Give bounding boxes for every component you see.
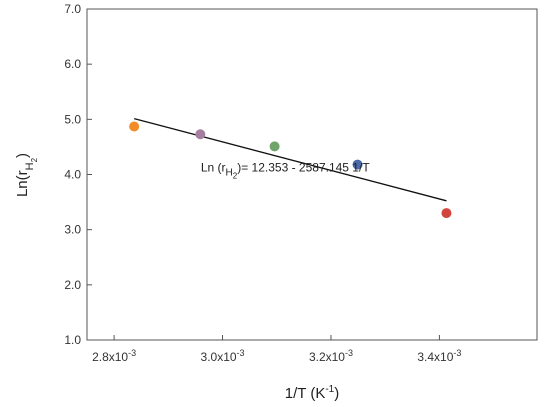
x-tick-label: 3.4x10-3: [417, 348, 461, 364]
equation-annotation: Ln (rH2)= 12.353 - 2587.145 1/T: [201, 161, 370, 181]
data-point-1: [129, 121, 140, 132]
x-axis-title: 1/T (K-1): [285, 384, 339, 402]
plot-area: [86, 8, 538, 341]
y-axis-ticks: 1.0 2.0 3.0 4.0 5.0 6.0 7.0: [64, 2, 92, 347]
y-axis-title: Ln(rH2): [14, 153, 39, 197]
x-tick-label: 3.0x10-3: [201, 348, 245, 364]
fit-line: [134, 117, 447, 202]
y-tick-label: 4.0: [64, 168, 81, 182]
y-tick-label: 2.0: [64, 278, 81, 292]
y-tick-label: 7.0: [64, 2, 81, 16]
y-tick-label: 3.0: [64, 223, 81, 237]
fit-line-group: [134, 117, 447, 202]
y-tick-label: 1.0: [64, 333, 81, 347]
y-tick-label: 6.0: [64, 57, 81, 71]
x-axis-ticks: 2.8x10-3 3.0x10-3 3.2x10-3 3.4x10-3: [92, 335, 461, 364]
data-points: [129, 121, 452, 219]
y-tick-label: 5.0: [64, 112, 81, 126]
x-tick-label: 2.8x10-3: [92, 348, 136, 364]
data-point-4: [352, 159, 363, 170]
data-point-3: [269, 141, 280, 152]
data-point-2: [195, 129, 206, 140]
data-point-5: [441, 208, 452, 219]
x-tick-label: 3.2x10-3: [309, 348, 353, 364]
